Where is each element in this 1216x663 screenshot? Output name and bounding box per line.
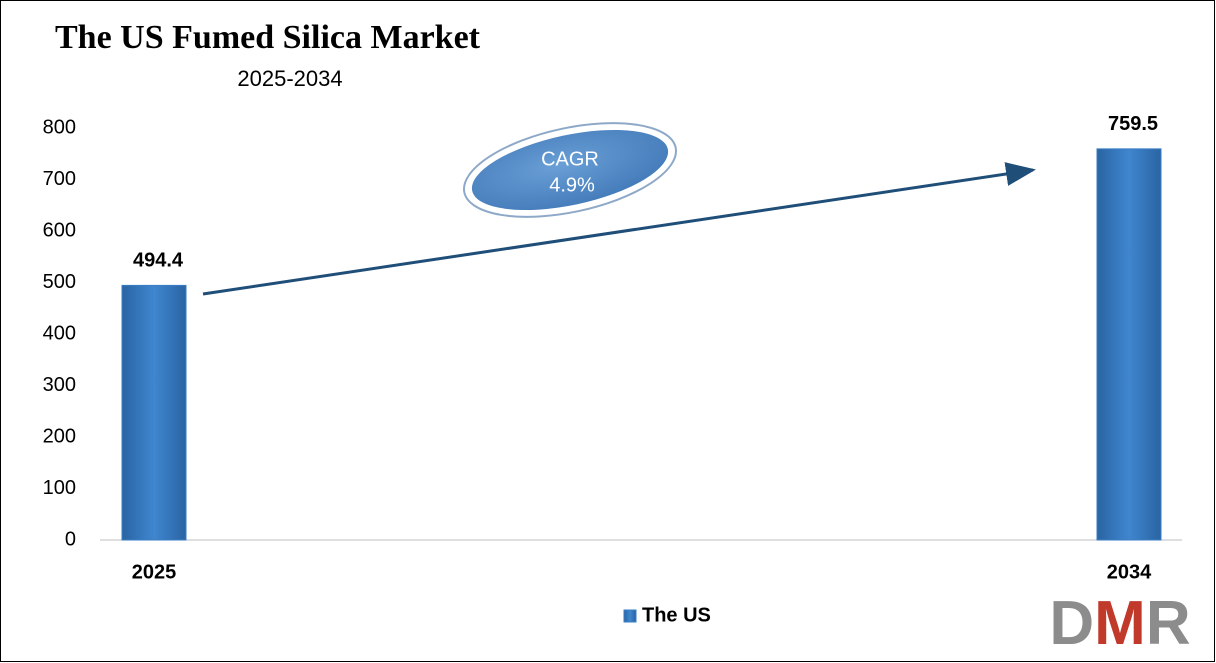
y-tick-label: 300 [43, 374, 76, 396]
legend-label: The US [642, 604, 711, 626]
logo-letter: M [1094, 589, 1146, 658]
y-tick-label: 800 [43, 116, 76, 138]
value-label: 494.4 [133, 250, 184, 272]
x-tick-label: 2025 [132, 561, 177, 583]
logo-letter: D [1049, 589, 1094, 658]
y-tick-label: 700 [43, 168, 76, 190]
y-tick-label: 0 [65, 528, 76, 550]
cagr-arrow [202, 162, 1036, 296]
badge-fill [471, 129, 669, 211]
chart-title: The US Fumed Silica Market [55, 19, 481, 56]
chart-subtitle: 2025-2034 [237, 66, 342, 91]
y-tick-label: 200 [43, 425, 76, 447]
annotation: CAGR [541, 148, 599, 170]
y-tick-label: 400 [43, 322, 76, 344]
bar [1096, 148, 1162, 541]
cagr-badge [462, 122, 678, 218]
y-tick-label: 500 [43, 271, 76, 293]
y-tick-label: 100 [43, 477, 76, 499]
logo-letter: R [1146, 589, 1191, 658]
legend-swatch [623, 609, 637, 623]
logo: DMR [1049, 589, 1190, 658]
annotation: 4.9% [549, 174, 595, 196]
bar [121, 284, 187, 541]
value-label: 759.5 [1108, 113, 1158, 135]
y-tick-label: 600 [43, 219, 76, 241]
x-tick-label: 2034 [1107, 561, 1152, 583]
